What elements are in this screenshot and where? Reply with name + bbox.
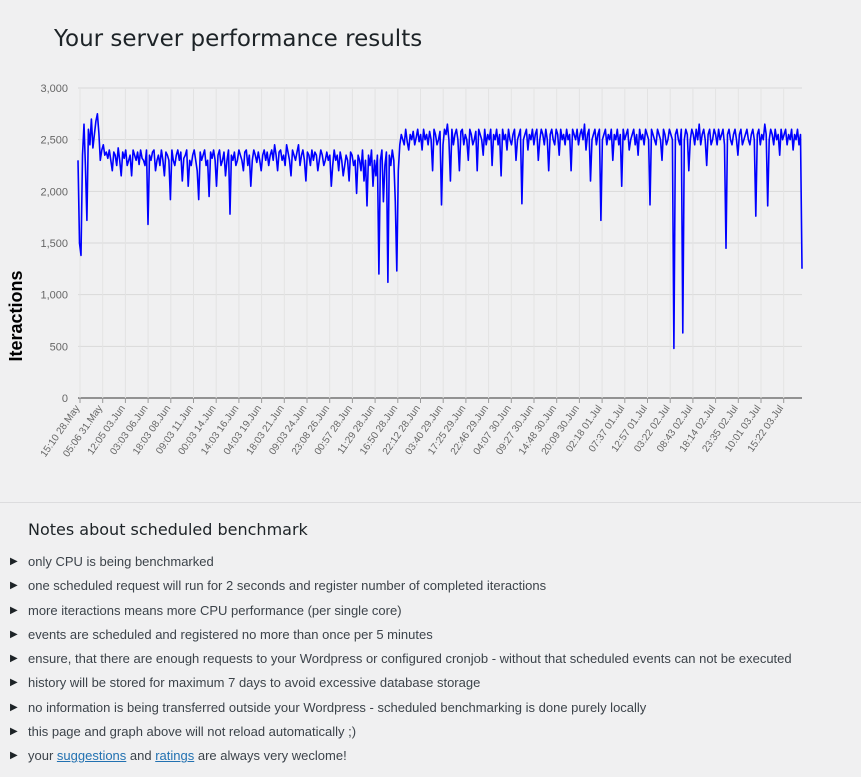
y-tick-label: 3,000 (40, 83, 68, 95)
list-item: ▶ one scheduled request will run for 2 se… (10, 575, 792, 599)
section-divider (0, 502, 861, 503)
notes-title: Notes about scheduled benchmark (28, 520, 308, 539)
chart-grid (78, 87, 802, 399)
notes-list: ▶ only CPU is being benchmarked ▶ one sche… (10, 551, 792, 770)
triangle-right-icon: ▶ (10, 556, 18, 567)
list-item: ▶ only CPU is being benchmarked (10, 551, 792, 575)
chart-series (77, 113, 803, 350)
list-item: ▶ more iteractions means more CPU perform… (10, 600, 792, 624)
triangle-right-icon: ▶ (10, 628, 18, 640)
list-item: ▶ events are scheduled and registered no … (10, 624, 792, 648)
y-tick-label: 2,500 (40, 135, 68, 147)
y-tick-label: 2,000 (40, 186, 68, 198)
y-axis-label: Iteractions (6, 270, 26, 361)
list-item: ▶ no information is being transferred out… (10, 697, 792, 721)
y-tick-label: 0 (62, 393, 68, 405)
list-item: ▶ history will be stored for maximum 7 da… (10, 672, 792, 696)
triangle-right-icon: ▶ (10, 653, 18, 665)
list-item: ▶ your suggestions and ratings are always… (10, 745, 792, 769)
triangle-right-icon: ▶ (10, 580, 18, 592)
triangle-right-icon: ▶ (10, 677, 18, 689)
list-item: ▶ ensure, that there are enough requests … (10, 648, 792, 672)
ratings-link[interactable]: ratings (155, 748, 195, 764)
triangle-right-icon: ▶ (10, 701, 18, 713)
y-tick-label: 1,000 (40, 290, 68, 302)
suggestions-link[interactable]: suggestions (56, 748, 127, 764)
triangle-right-icon: ▶ (10, 726, 18, 738)
list-item: ▶ this page and graph above will not relo… (10, 721, 792, 745)
page-title: Your server performance results (54, 26, 423, 52)
y-tick-label: 1,500 (40, 238, 68, 250)
y-tick-label: 500 (50, 341, 68, 353)
triangle-right-icon: ▶ (10, 750, 18, 762)
series-line-iteractions (77, 113, 803, 350)
triangle-right-icon: ▶ (10, 604, 18, 616)
